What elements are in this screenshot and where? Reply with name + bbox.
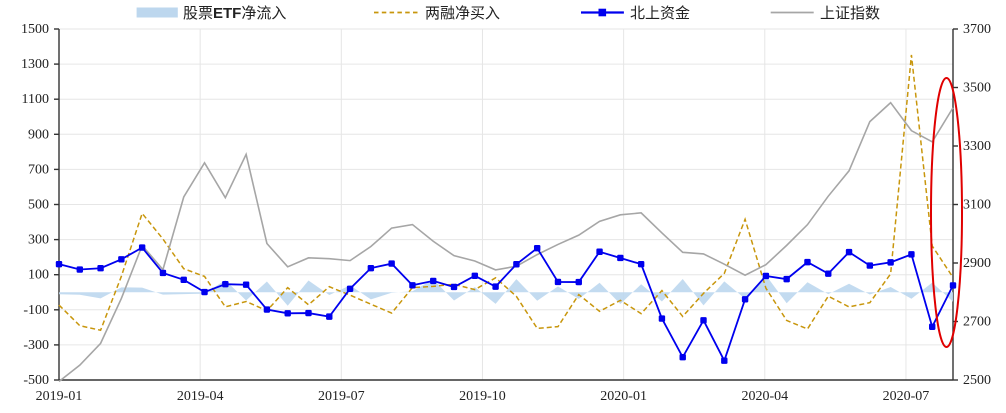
svg-text:2020-01: 2020-01 (600, 389, 647, 404)
svg-text:股票ETF净流入: 股票ETF净流入 (183, 5, 286, 22)
svg-text:700: 700 (28, 162, 49, 177)
svg-text:1300: 1300 (21, 57, 49, 72)
svg-text:2019-01: 2019-01 (36, 389, 83, 404)
svg-text:100: 100 (28, 268, 49, 283)
svg-text:1100: 1100 (22, 92, 49, 107)
svg-text:两融净买入: 两融净买入 (425, 5, 500, 22)
svg-text:3700: 3700 (963, 22, 991, 37)
svg-text:300: 300 (28, 233, 49, 248)
svg-text:2500: 2500 (963, 373, 991, 388)
svg-text:2020-04: 2020-04 (741, 389, 788, 404)
svg-text:-500: -500 (23, 373, 49, 388)
svg-text:3100: 3100 (963, 198, 991, 213)
svg-text:3300: 3300 (963, 139, 991, 154)
svg-text:2019-07: 2019-07 (318, 389, 365, 404)
svg-text:1500: 1500 (21, 22, 49, 37)
svg-text:3500: 3500 (963, 81, 991, 96)
svg-text:上证指数: 上证指数 (820, 5, 880, 22)
svg-text:北上资金: 北上资金 (630, 5, 690, 22)
svg-text:2900: 2900 (963, 256, 991, 271)
svg-text:2700: 2700 (963, 315, 991, 330)
svg-text:2019-10: 2019-10 (459, 389, 506, 404)
svg-text:2019-04: 2019-04 (177, 389, 224, 404)
svg-text:-300: -300 (23, 338, 49, 353)
svg-text:-100: -100 (23, 303, 49, 318)
svg-text:2020-07: 2020-07 (883, 389, 930, 404)
svg-text:500: 500 (28, 198, 49, 213)
svg-text:900: 900 (28, 127, 49, 142)
